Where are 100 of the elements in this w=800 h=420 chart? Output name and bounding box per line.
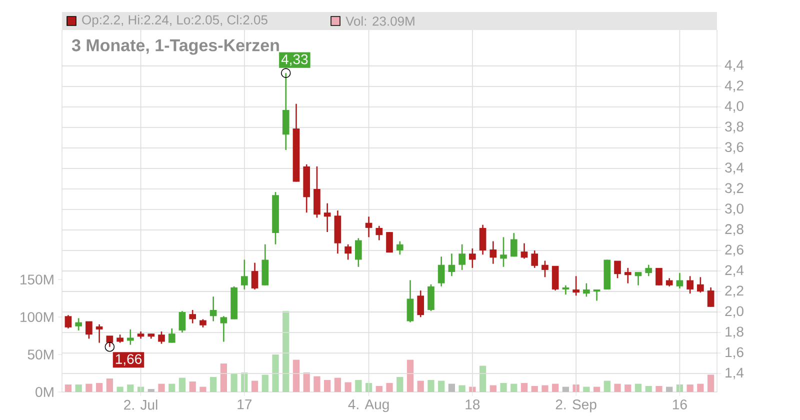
y-tick-label: 4,0	[724, 101, 744, 113]
bar	[542, 385, 548, 392]
y-tick-label: 2,8	[725, 224, 744, 236]
bar	[624, 384, 632, 392]
bar	[376, 386, 382, 392]
bar	[386, 383, 393, 392]
y-tick-label: 3,4	[725, 162, 744, 174]
y-tick-label: 3,2	[725, 183, 744, 195]
candlestick	[417, 290, 424, 318]
candlestick	[75, 318, 82, 332]
bar	[334, 378, 341, 392]
x-tick-label: 2. Sep	[556, 400, 596, 412]
x-tick-label: 2. Jul	[124, 400, 158, 410]
y2-tick-label: 150M	[20, 274, 54, 285]
annotation: 4,33	[281, 54, 308, 66]
candlestick	[676, 272, 684, 290]
candlestick	[531, 250, 538, 269]
candlestick	[624, 267, 632, 284]
candlestick	[634, 272, 642, 286]
candlestick	[376, 225, 383, 241]
candlestick	[210, 296, 217, 322]
candlestick	[458, 244, 466, 271]
candlestick	[469, 248, 476, 269]
bar	[686, 384, 694, 392]
candlestick	[406, 280, 414, 323]
bar	[86, 384, 92, 392]
candlestick	[552, 266, 559, 292]
bar	[428, 380, 434, 392]
bar	[158, 384, 165, 392]
bar	[645, 386, 652, 392]
candlestick	[86, 321, 92, 340]
y-tick-label: 1,6	[726, 347, 744, 359]
candlestick	[220, 315, 228, 342]
y-tick-label: 1,8	[726, 326, 744, 338]
candlestick	[448, 252, 456, 277]
bar	[189, 382, 196, 392]
bar	[406, 360, 414, 392]
candlestick	[686, 275, 694, 294]
bar	[96, 383, 103, 392]
candlestick	[189, 309, 196, 324]
bar	[106, 378, 113, 392]
bar	[396, 377, 404, 392]
candlestick	[365, 216, 372, 238]
candlestick	[396, 240, 404, 256]
bar	[210, 377, 217, 392]
bar	[438, 380, 445, 392]
candlestick	[520, 242, 528, 260]
candlestick	[251, 262, 258, 290]
y-tick-label: 3,0	[725, 204, 744, 216]
bar	[116, 386, 124, 392]
x-tick-label: 17	[238, 400, 252, 410]
candlestick	[645, 264, 652, 277]
bar	[251, 380, 258, 392]
bar	[303, 372, 310, 392]
candlestick	[562, 284, 570, 296]
bar	[500, 383, 507, 392]
candlestick	[428, 284, 434, 312]
y-tick-label: 2,4	[725, 265, 744, 277]
bar	[178, 378, 186, 392]
candlestick	[240, 259, 248, 290]
bar	[127, 384, 134, 392]
annotation: 1,66	[116, 354, 142, 366]
bar	[614, 384, 621, 392]
y-tick-label: 3,6	[725, 142, 744, 154]
bar	[292, 360, 300, 392]
bar	[314, 376, 320, 392]
bar	[417, 380, 424, 392]
candlestick	[593, 289, 600, 302]
text: Vol: 23.09M	[346, 16, 414, 26]
candlestick	[344, 244, 352, 260]
bar	[344, 382, 352, 392]
candlestick	[386, 231, 393, 254]
bar	[64, 384, 72, 392]
candlestick	[96, 324, 103, 344]
y-tick-label: 4,2	[724, 80, 744, 92]
bar	[272, 354, 279, 392]
y-tick-label: 2,2	[725, 286, 744, 298]
bar	[479, 366, 486, 392]
y2-tick-label: 0M	[36, 387, 54, 397]
y-tick-label: 4,4	[724, 60, 744, 72]
candlestick	[479, 224, 486, 256]
candlestick	[500, 236, 507, 268]
y-tick-label: 2,6	[725, 244, 744, 256]
y-tick-label: 3,8	[725, 122, 744, 134]
bar	[75, 384, 82, 392]
candlestick	[158, 330, 165, 344]
bar	[200, 386, 206, 392]
y2-tick-label: 100M	[20, 312, 54, 322]
x-tick-label: 18	[466, 400, 480, 410]
bar	[262, 374, 268, 392]
candlestick	[583, 282, 590, 298]
candlestick	[354, 238, 362, 268]
candlestick	[707, 286, 714, 308]
bar	[707, 374, 714, 392]
bar	[324, 380, 331, 392]
bar	[520, 383, 528, 392]
candlestick	[490, 240, 497, 264]
y-tick-label: 2,0	[725, 306, 744, 318]
candlestick	[178, 310, 186, 334]
candlestick	[614, 260, 621, 279]
